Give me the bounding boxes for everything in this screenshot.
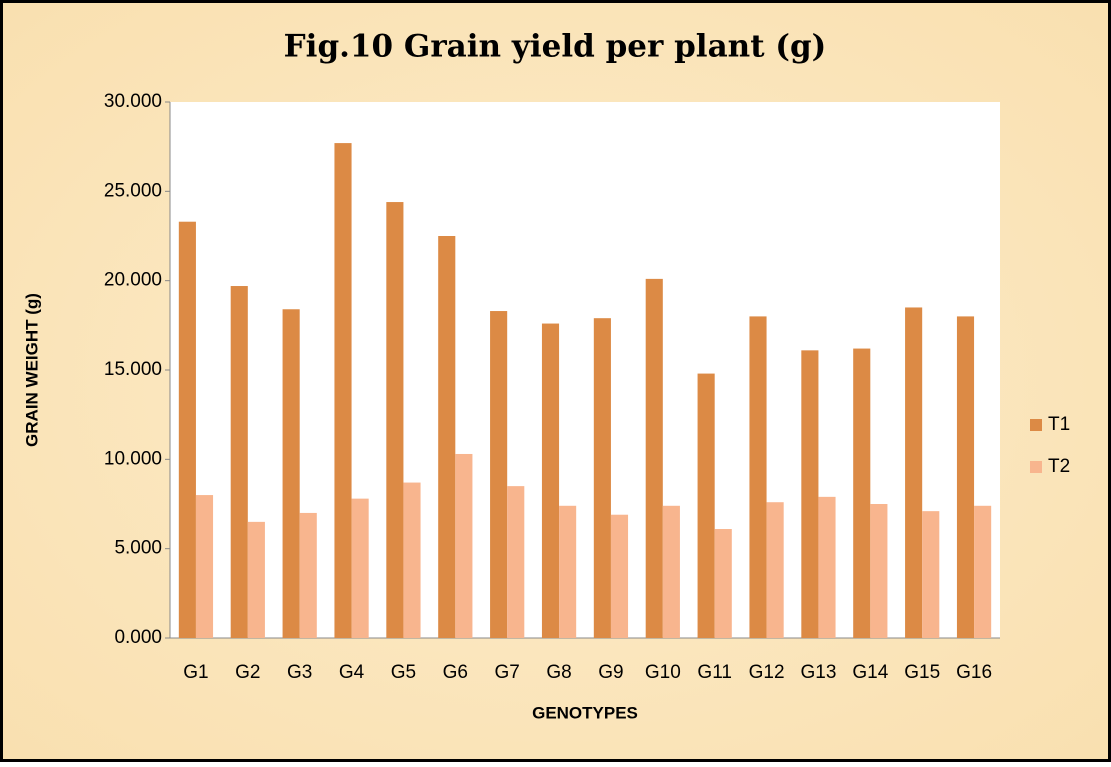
y-tick-label: 15.000 — [104, 359, 162, 380]
bar — [853, 348, 871, 638]
bar — [403, 482, 421, 638]
bar — [455, 453, 473, 638]
bar — [818, 496, 836, 638]
bar — [662, 505, 680, 638]
y-tick-label: 10.000 — [104, 448, 162, 469]
bar — [974, 505, 992, 638]
bar — [334, 143, 352, 639]
x-tick-label: G13 — [800, 662, 836, 683]
y-tick-label: 30.000 — [104, 91, 162, 112]
bar — [766, 502, 784, 638]
bar — [490, 311, 508, 638]
bar — [749, 316, 767, 638]
x-tick-label: G10 — [645, 662, 681, 683]
x-tick-label: G9 — [598, 662, 623, 683]
x-tick-label: G11 — [697, 662, 732, 683]
y-axis-title: GRAIN WEIGHT (g) — [22, 293, 41, 447]
bar — [801, 350, 819, 638]
bar — [247, 521, 265, 638]
bar — [645, 278, 663, 638]
bar — [386, 202, 404, 638]
bar — [282, 309, 300, 638]
bar — [178, 221, 196, 638]
y-tick-label: 5.000 — [114, 538, 162, 559]
bar — [610, 514, 629, 638]
bar — [870, 504, 888, 638]
bar — [922, 511, 940, 638]
bar — [507, 486, 525, 638]
bar — [299, 512, 317, 638]
x-tick-label: G7 — [495, 662, 520, 683]
x-tick-label: G3 — [287, 662, 312, 683]
chart-title: Fig.10 Grain yield per plant (g) — [284, 29, 827, 65]
bar — [230, 286, 248, 638]
legend-label: T2 — [1048, 456, 1070, 477]
bar — [438, 236, 456, 638]
x-tick-label: G1 — [183, 662, 208, 683]
x-tick-label: G12 — [749, 662, 785, 683]
bar — [697, 373, 715, 638]
x-tick-label: G14 — [852, 662, 888, 683]
bar — [714, 529, 732, 638]
x-tick-label: G4 — [339, 662, 365, 683]
y-tick-label: 25.000 — [104, 180, 162, 201]
x-tick-label: G8 — [546, 662, 571, 683]
bar — [593, 318, 611, 638]
y-tick-label: 0.000 — [114, 627, 162, 648]
x-tick-label: G2 — [235, 662, 260, 683]
y-tick-label: 20.000 — [104, 270, 162, 291]
bar — [905, 307, 923, 638]
x-tick-label: G16 — [956, 662, 992, 683]
x-tick-label: G5 — [391, 662, 416, 683]
x-tick-label: G15 — [904, 662, 940, 683]
bar — [541, 323, 560, 638]
x-tick-label: G6 — [443, 662, 468, 683]
bar — [559, 505, 577, 638]
legend-label: T1 — [1048, 414, 1070, 435]
x-axis-title: GENOTYPES — [532, 703, 638, 722]
legend-swatch — [1030, 419, 1042, 431]
bar — [956, 316, 975, 638]
bar — [195, 495, 214, 638]
bar — [351, 498, 369, 638]
legend-swatch — [1030, 461, 1042, 473]
